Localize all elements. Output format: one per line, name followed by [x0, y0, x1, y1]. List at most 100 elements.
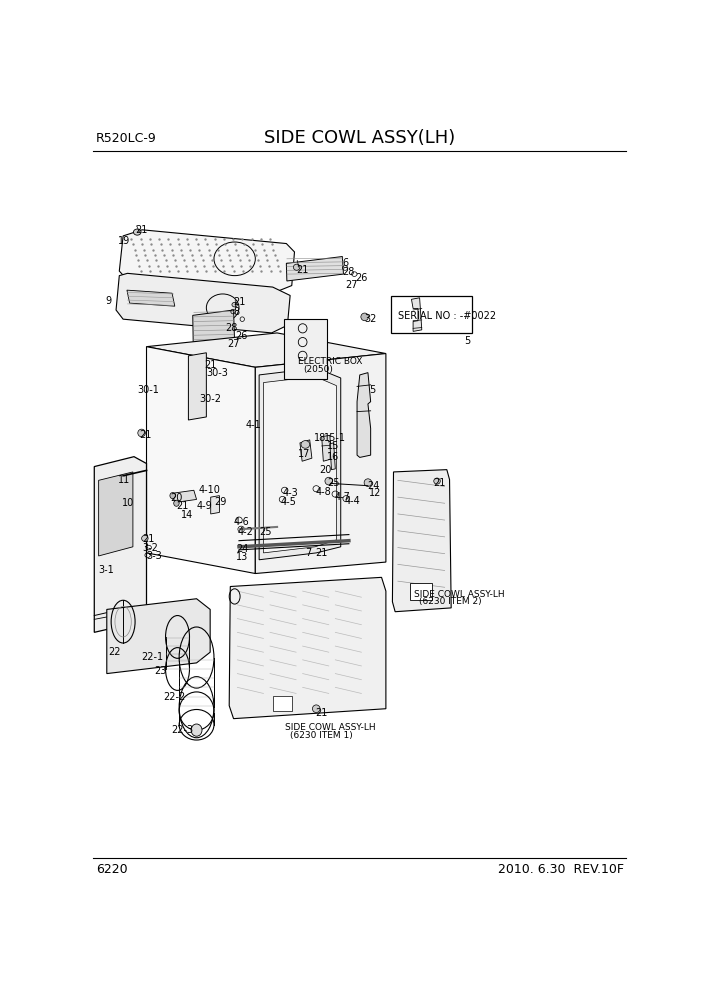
- Text: (2050): (2050): [304, 365, 333, 374]
- Text: 29: 29: [215, 497, 227, 507]
- Text: 4-6: 4-6: [234, 518, 249, 528]
- Text: 32: 32: [364, 314, 376, 324]
- Polygon shape: [127, 290, 175, 307]
- Text: 20: 20: [171, 493, 183, 503]
- Polygon shape: [172, 490, 197, 503]
- Ellipse shape: [361, 313, 369, 320]
- Text: (6230 ITEM 2): (6230 ITEM 2): [418, 597, 481, 606]
- Text: 2010. 6.30  REV.10F: 2010. 6.30 REV.10F: [498, 863, 623, 876]
- Text: 14: 14: [181, 511, 193, 521]
- Ellipse shape: [325, 477, 333, 485]
- Text: 28: 28: [343, 267, 355, 277]
- Text: 30-2: 30-2: [199, 394, 221, 404]
- Ellipse shape: [191, 724, 202, 736]
- Ellipse shape: [301, 440, 310, 448]
- Text: (6230 ITEM 1): (6230 ITEM 1): [290, 731, 353, 740]
- Bar: [391, 297, 472, 333]
- Text: 5: 5: [464, 335, 470, 345]
- Text: 25: 25: [327, 477, 340, 488]
- Text: 6: 6: [343, 258, 348, 268]
- Text: 30-3: 30-3: [206, 368, 228, 378]
- Polygon shape: [411, 298, 422, 331]
- Text: 11: 11: [118, 475, 130, 485]
- Text: 4-7: 4-7: [334, 492, 350, 502]
- Polygon shape: [357, 373, 371, 457]
- Text: 21: 21: [135, 225, 148, 235]
- Text: 12: 12: [369, 488, 381, 498]
- Text: SIDE COWL ASSY-LH: SIDE COWL ASSY-LH: [285, 723, 376, 732]
- Text: 27: 27: [345, 280, 358, 290]
- Text: 5: 5: [369, 385, 376, 395]
- Text: 21: 21: [296, 265, 308, 276]
- Ellipse shape: [133, 229, 141, 235]
- Text: 4-1: 4-1: [246, 421, 261, 431]
- Polygon shape: [211, 496, 220, 514]
- Polygon shape: [147, 333, 386, 367]
- Text: 28: 28: [225, 323, 237, 333]
- Ellipse shape: [170, 493, 176, 499]
- Text: 15: 15: [327, 441, 340, 451]
- Text: SIDE COWL ASSY-LH: SIDE COWL ASSY-LH: [414, 589, 505, 598]
- Text: 21: 21: [140, 430, 152, 439]
- Text: 18: 18: [314, 433, 326, 442]
- Text: 3-3: 3-3: [146, 551, 161, 560]
- Ellipse shape: [434, 478, 440, 484]
- Text: 4-4: 4-4: [345, 496, 360, 506]
- Ellipse shape: [432, 479, 439, 486]
- Polygon shape: [322, 435, 331, 461]
- Text: 21: 21: [315, 548, 328, 558]
- Text: 20: 20: [319, 465, 331, 475]
- Text: 4-3: 4-3: [282, 488, 298, 498]
- Text: 21: 21: [433, 478, 446, 488]
- Text: 26: 26: [236, 331, 248, 341]
- Polygon shape: [188, 353, 206, 420]
- Text: 22-2: 22-2: [163, 692, 185, 702]
- Text: 10: 10: [121, 498, 134, 508]
- Text: 21: 21: [176, 501, 188, 511]
- Ellipse shape: [364, 479, 372, 486]
- Text: 22-3: 22-3: [171, 725, 193, 735]
- Polygon shape: [107, 599, 210, 674]
- Polygon shape: [300, 439, 312, 461]
- Ellipse shape: [232, 303, 237, 307]
- Text: 21: 21: [233, 298, 246, 308]
- Text: 24: 24: [367, 481, 379, 491]
- Polygon shape: [116, 274, 290, 333]
- Text: 4-10: 4-10: [199, 484, 220, 494]
- Polygon shape: [286, 257, 343, 281]
- Text: 3-1: 3-1: [98, 564, 114, 574]
- Text: 23: 23: [154, 667, 167, 677]
- Bar: [411, 583, 432, 600]
- Text: 21: 21: [142, 534, 154, 545]
- Text: 6220: 6220: [96, 863, 128, 876]
- Polygon shape: [330, 442, 336, 469]
- Ellipse shape: [173, 500, 179, 506]
- Bar: [284, 319, 327, 379]
- Text: 9: 9: [105, 296, 112, 306]
- Text: 4-5: 4-5: [281, 497, 297, 507]
- Text: 21: 21: [315, 708, 328, 718]
- Text: ELECTRIC BOX: ELECTRIC BOX: [298, 357, 362, 366]
- Text: 25: 25: [259, 527, 272, 537]
- Text: R520LC-9: R520LC-9: [96, 132, 157, 145]
- Polygon shape: [193, 310, 234, 349]
- Text: 26: 26: [355, 273, 368, 283]
- Ellipse shape: [138, 430, 145, 436]
- Polygon shape: [230, 577, 386, 718]
- Text: 13: 13: [237, 552, 249, 561]
- Ellipse shape: [142, 536, 148, 542]
- Bar: [273, 695, 292, 711]
- Polygon shape: [263, 376, 336, 553]
- Text: 4-8: 4-8: [315, 487, 331, 497]
- Text: 3-2: 3-2: [142, 543, 158, 553]
- Polygon shape: [119, 230, 295, 294]
- Text: 17: 17: [298, 448, 310, 458]
- Text: SERIAL NO : -#0022: SERIAL NO : -#0022: [398, 311, 496, 321]
- Polygon shape: [94, 456, 147, 632]
- Polygon shape: [259, 368, 340, 559]
- Text: 30-1: 30-1: [138, 385, 159, 395]
- Text: 7: 7: [305, 548, 312, 558]
- Text: 15-1: 15-1: [324, 433, 346, 442]
- Text: 4-2: 4-2: [238, 527, 254, 537]
- Text: 22-1: 22-1: [142, 652, 164, 662]
